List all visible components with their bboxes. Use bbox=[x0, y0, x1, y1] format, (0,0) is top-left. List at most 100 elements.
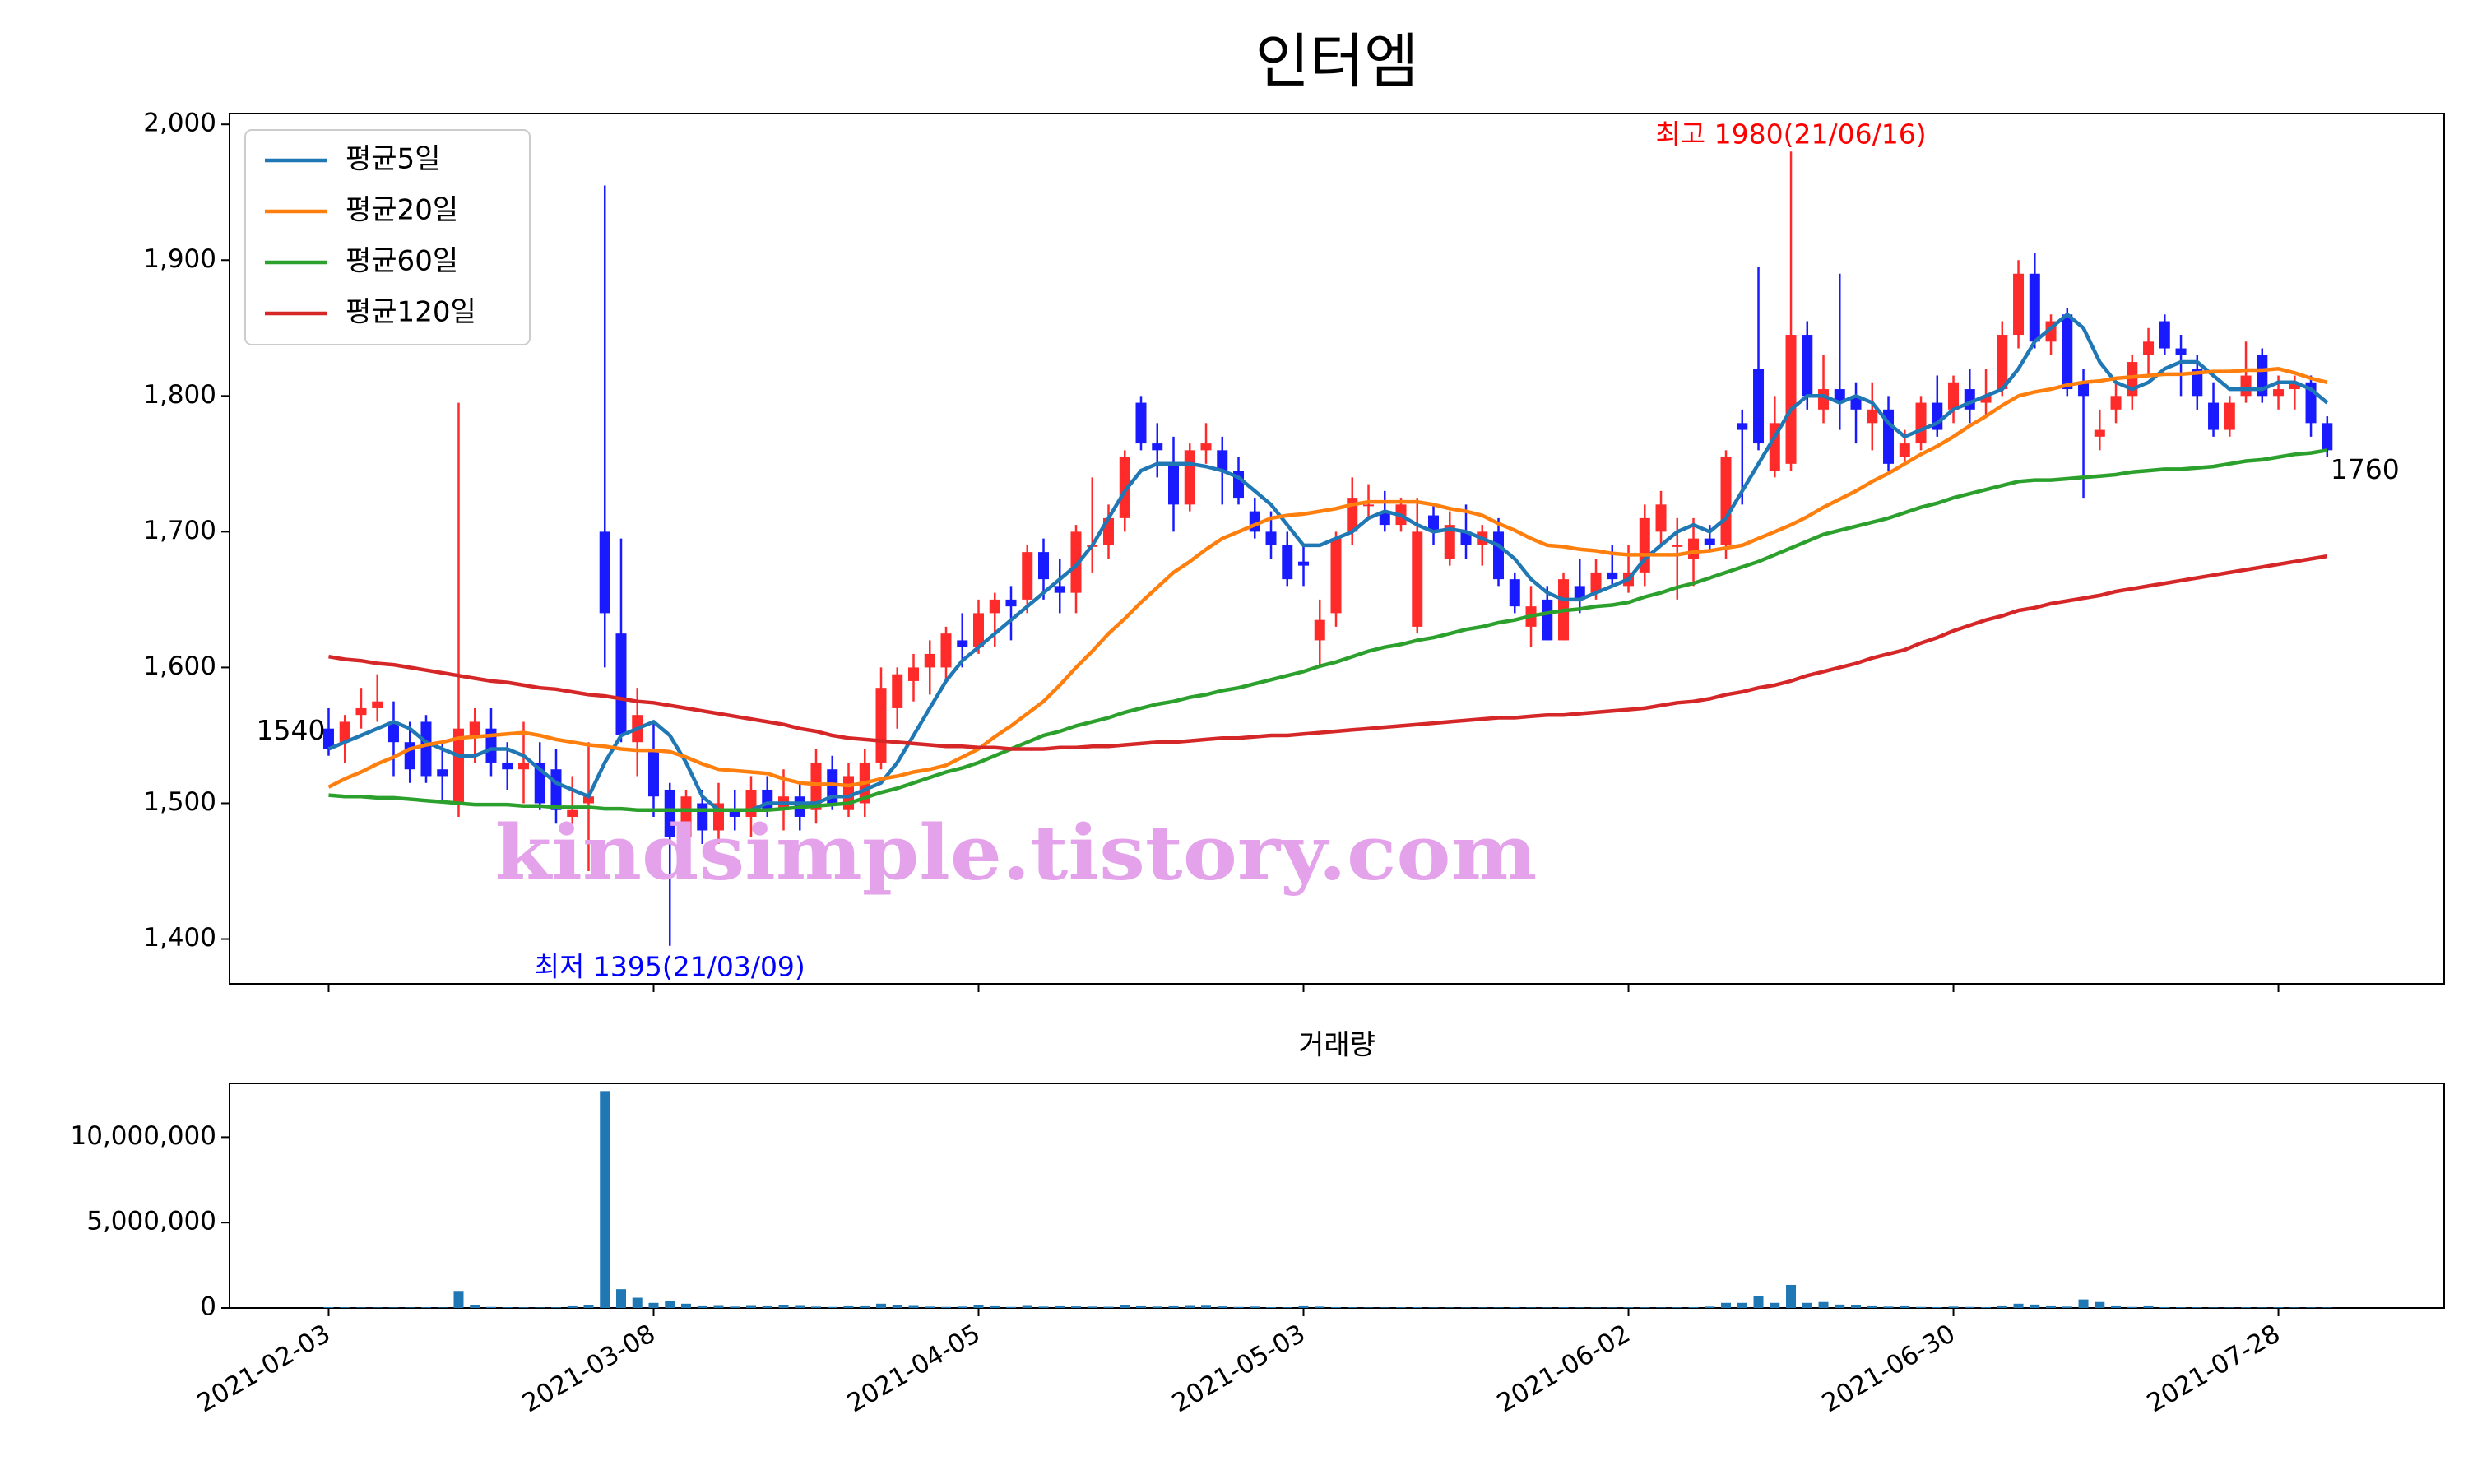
moving-average-line bbox=[327, 312, 2329, 812]
volume-bar bbox=[1948, 1306, 1959, 1308]
volume-bar bbox=[1997, 1305, 2007, 1308]
volume-bar bbox=[1217, 1306, 1227, 1308]
volume-bar bbox=[2030, 1304, 2040, 1308]
volume-bar bbox=[1753, 1296, 1764, 1308]
volume-bar bbox=[1770, 1302, 1780, 1308]
volume-bar bbox=[730, 1306, 740, 1308]
volume-bar bbox=[405, 1307, 415, 1308]
candle-body bbox=[989, 599, 1000, 614]
volume-bar bbox=[1900, 1305, 1910, 1308]
volume-bar bbox=[843, 1305, 854, 1308]
y-tick-label: 1,500 bbox=[143, 787, 216, 817]
candle-body bbox=[1265, 531, 1277, 545]
volume-bar bbox=[1250, 1306, 1260, 1308]
volume-bar bbox=[1591, 1307, 1602, 1308]
y-tick-label: 1,900 bbox=[143, 244, 216, 274]
volume-bar bbox=[1396, 1307, 1407, 1308]
volume-bar bbox=[2078, 1299, 2089, 1308]
volume-bar bbox=[2143, 1305, 2154, 1308]
volume-bar bbox=[1802, 1302, 1812, 1308]
volume-bar bbox=[827, 1306, 837, 1308]
candle-body bbox=[1704, 538, 1715, 545]
candle-body bbox=[2273, 389, 2285, 397]
volume-bar bbox=[1542, 1307, 1552, 1308]
candle-body bbox=[437, 769, 448, 777]
min-annotation: 최저 1395(21/03/09) bbox=[535, 950, 805, 982]
moving-average-line bbox=[328, 448, 2328, 812]
volume-bar bbox=[1315, 1306, 1325, 1308]
candle-body bbox=[1867, 409, 1878, 424]
volume-bar bbox=[1623, 1307, 1634, 1308]
volume-bar bbox=[2241, 1307, 2252, 1308]
volume-bar bbox=[340, 1307, 350, 1308]
volume-bar bbox=[1266, 1306, 1277, 1308]
volume-bar bbox=[1818, 1301, 1829, 1308]
candle-body bbox=[1054, 586, 1065, 593]
candle-body bbox=[1135, 402, 1147, 444]
volume-bar bbox=[2111, 1305, 2122, 1308]
volume-bar bbox=[1883, 1306, 1894, 1308]
volume-bar bbox=[990, 1305, 1000, 1308]
volume-bar bbox=[1282, 1307, 1292, 1308]
candle-body bbox=[550, 769, 562, 810]
volume-bar bbox=[2013, 1303, 2024, 1308]
volume-bar bbox=[372, 1307, 383, 1308]
volume-bar bbox=[1965, 1306, 1975, 1308]
candle-body bbox=[1493, 531, 1505, 580]
candle-body bbox=[1428, 515, 1440, 532]
volume-bar bbox=[1656, 1307, 1667, 1308]
volume-bar bbox=[957, 1306, 967, 1308]
candle-body bbox=[875, 688, 887, 763]
candle-body bbox=[1298, 561, 1310, 566]
moving-average-line bbox=[327, 367, 2328, 789]
price-frame bbox=[229, 113, 2445, 985]
candle-body bbox=[2159, 321, 2170, 349]
volume-bar bbox=[2192, 1307, 2202, 1308]
candle-body bbox=[1412, 531, 1423, 627]
candle-body bbox=[1915, 402, 1927, 444]
volume-bar bbox=[762, 1305, 772, 1308]
y-tick-label: 5,000,000 bbox=[86, 1207, 216, 1236]
candle-body bbox=[1980, 396, 1992, 403]
candle-body bbox=[2143, 341, 2155, 355]
volume-bar bbox=[860, 1305, 870, 1308]
candle-body bbox=[940, 633, 952, 668]
candle-body bbox=[1509, 579, 1520, 607]
volume-bar bbox=[1071, 1306, 1082, 1308]
volume-bar bbox=[1526, 1307, 1537, 1308]
volume-bar bbox=[2160, 1306, 2170, 1308]
candle-body bbox=[1542, 599, 1553, 641]
volume-bar bbox=[1558, 1307, 1569, 1308]
candle-body bbox=[1834, 389, 1845, 403]
watermark: kindsimple.tistory.com bbox=[495, 809, 1538, 897]
candle-body bbox=[680, 796, 692, 837]
volume-bar bbox=[1786, 1284, 1797, 1308]
candle-body bbox=[1688, 538, 1700, 559]
legend-box bbox=[244, 129, 531, 345]
candle-body bbox=[420, 721, 432, 777]
volume-bar bbox=[323, 1306, 334, 1308]
volume-bar bbox=[632, 1297, 643, 1308]
volume-bar bbox=[2046, 1305, 2057, 1308]
volume-bar bbox=[1185, 1305, 1195, 1308]
y-tick-label: 2,000 bbox=[143, 109, 216, 138]
candle-body bbox=[973, 613, 985, 647]
volume-bar bbox=[2273, 1307, 2284, 1308]
candle-body bbox=[1152, 443, 1163, 451]
volume-bar bbox=[583, 1305, 594, 1308]
volume-bar bbox=[908, 1305, 919, 1308]
volume-bar bbox=[2306, 1307, 2317, 1308]
candle-body bbox=[2289, 382, 2300, 390]
volume-bar bbox=[388, 1307, 399, 1308]
candle-body bbox=[1785, 335, 1797, 464]
volume-bar bbox=[518, 1307, 529, 1308]
volume-bar bbox=[1038, 1306, 1049, 1308]
candle-body bbox=[1720, 457, 1732, 545]
volume-bar bbox=[1721, 1302, 1732, 1308]
candle-body bbox=[729, 809, 740, 817]
volume-bar bbox=[355, 1307, 366, 1308]
volume-bar bbox=[600, 1091, 610, 1308]
candle-body bbox=[502, 762, 513, 770]
volume-bar bbox=[1705, 1306, 1715, 1308]
